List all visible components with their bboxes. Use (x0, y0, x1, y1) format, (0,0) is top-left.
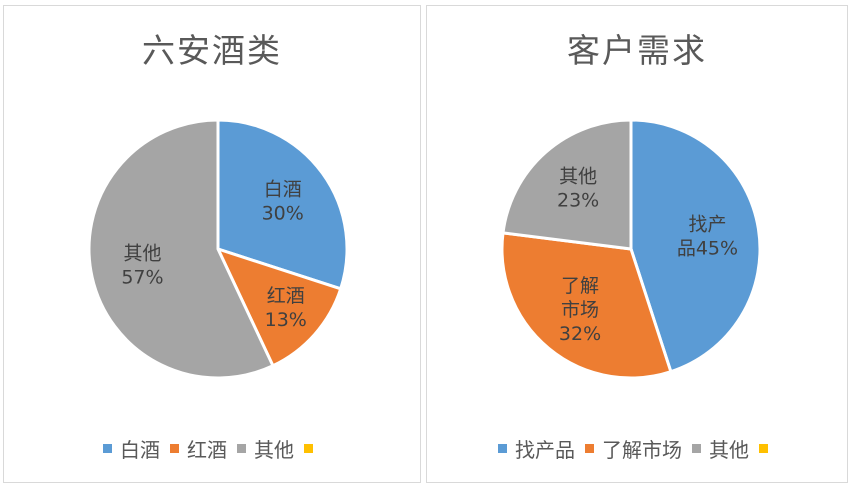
chart-legend: 白酒 红酒 其他 (4, 434, 420, 463)
legend-item: 了解市场 (585, 434, 682, 463)
legend-item: 找产品 (498, 434, 575, 463)
pie-slice-2 (501, 118, 633, 251)
pie-slice-1 (216, 247, 343, 368)
legend-swatch (759, 444, 768, 453)
legend-swatch (170, 444, 179, 453)
data-label: 红酒 (267, 285, 305, 307)
legend-item (304, 444, 321, 453)
data-label: 其他 (559, 166, 597, 188)
legend-label: 其他 (709, 438, 749, 462)
pie-slice-1 (500, 231, 673, 380)
legend-item: 红酒 (170, 434, 227, 463)
legend-label: 其他 (254, 438, 294, 462)
legend-item: 其他 (237, 434, 294, 463)
chart-title: 六安酒类 (142, 31, 282, 70)
data-label: 57% (121, 266, 163, 288)
chart-title: 客户需求 (567, 31, 707, 70)
legend-swatch (237, 444, 246, 453)
legend-item: 其他 (692, 434, 749, 463)
data-label: 白酒 (264, 178, 302, 200)
legend-label: 找产品 (515, 438, 575, 462)
pie-slice-2 (87, 118, 275, 380)
data-label: 品45% (677, 237, 738, 259)
data-label: 32% (559, 323, 601, 345)
legend-label: 红酒 (187, 438, 227, 462)
data-label: 市场 (561, 299, 599, 321)
legend-swatch (692, 444, 701, 453)
data-label: 了解 (561, 275, 599, 297)
pie-slice-0 (629, 118, 762, 374)
chart-panel-customer-demand: 客户需求 找产 品45% 了解 市场 32% 其他 23% 找产品 了解市场 其他 (426, 5, 848, 483)
data-label: 找产 (688, 213, 726, 235)
legend-item (759, 444, 776, 453)
legend-swatch (304, 444, 313, 453)
data-label: 30% (262, 202, 304, 224)
legend-swatch (498, 444, 507, 453)
data-label: 其他 (123, 242, 161, 264)
chart-panel-liuan-wine: 六安酒类 白酒 30% 红酒 13% 其他 57% 白酒 红酒 其他 (3, 5, 421, 483)
legend-item: 白酒 (103, 434, 160, 463)
legend-swatch (103, 444, 112, 453)
data-label: 23% (557, 190, 599, 212)
legend-label: 白酒 (120, 438, 160, 462)
legend-label: 了解市场 (602, 438, 682, 462)
data-label: 13% (265, 309, 307, 331)
chart-legend: 找产品 了解市场 其他 (427, 434, 847, 463)
legend-swatch (585, 444, 594, 453)
pie-slice-0 (216, 118, 349, 291)
